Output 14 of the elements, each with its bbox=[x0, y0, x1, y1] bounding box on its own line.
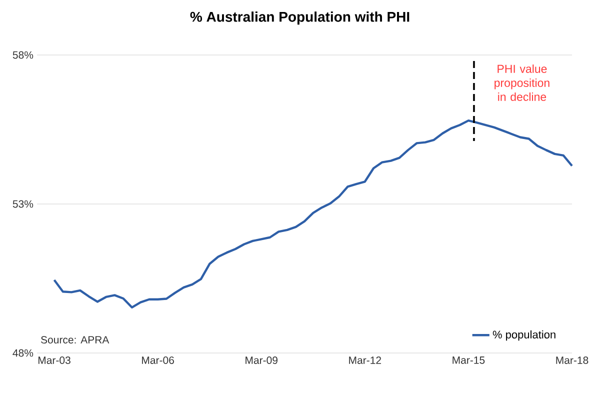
annotation: Source: APRA bbox=[41, 336, 110, 344]
y-tick-label: 48% bbox=[12, 349, 34, 357]
x-tick-label: Mar-12 bbox=[349, 356, 381, 364]
x-tick-label: Mar-09 bbox=[246, 356, 278, 364]
x-tick-label: Mar-03 bbox=[38, 356, 70, 364]
y-tick-label: 53% bbox=[12, 200, 34, 208]
chart-title: % Australian Population with PHI bbox=[190, 12, 410, 25]
x-tick-label: Mar-06 bbox=[142, 356, 174, 364]
legend-label: % population bbox=[492, 330, 556, 341]
y-tick-label: 58% bbox=[12, 51, 34, 59]
x-tick-label: Mar-15 bbox=[452, 356, 485, 364]
ref-line-label: PHI value proposition in decline bbox=[494, 64, 550, 101]
x-tick-label: Mar-18 bbox=[556, 356, 588, 364]
line-series bbox=[53, 119, 574, 309]
